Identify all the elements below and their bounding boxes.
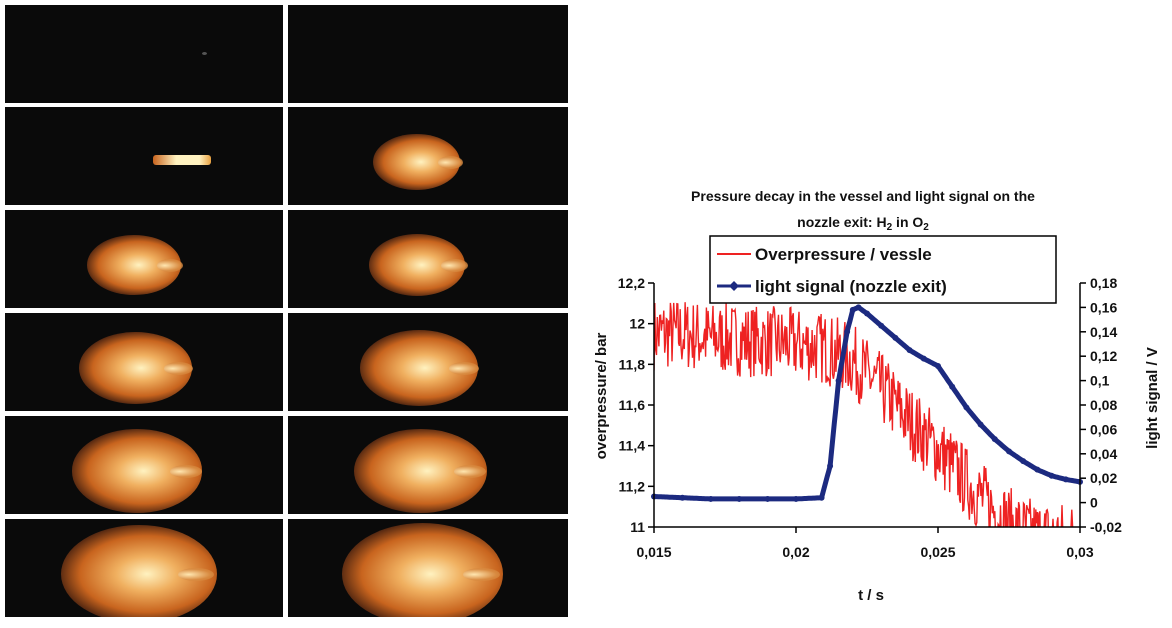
y-right-tick-label: 0 [1090, 495, 1098, 511]
series-light-point [827, 463, 834, 469]
series-light-point [920, 355, 927, 362]
y-right-tick-label: 0,04 [1090, 446, 1117, 462]
series-light-line [652, 304, 1082, 502]
flame-frame [5, 107, 283, 205]
legend-label-overpressure: Overpressure / vessle [755, 245, 932, 264]
series-light-point [818, 494, 825, 501]
x-axis-label: t / s [858, 587, 884, 604]
x-tick-label: 0,03 [1066, 544, 1093, 560]
flame-plume-tail [163, 362, 193, 375]
legend-label-light: light signal (nozzle exit) [755, 277, 947, 296]
chart-title-line1: Pressure decay in the vessel and light s… [691, 188, 1035, 204]
y-right-tick-label: 0,12 [1090, 348, 1117, 364]
y-right-tick-label: 0,16 [1090, 299, 1117, 315]
series-light-point [1048, 472, 1055, 479]
y-left-tick-label: 11,6 [619, 397, 646, 413]
series-light-point [764, 495, 771, 502]
flame-plume-tail [441, 259, 468, 272]
axes: 0,015 0,02 0,025 0,03 11 11,2 11,4 11,6 11,8 12 12… [618, 275, 1122, 560]
series-light-point [935, 362, 941, 369]
series-light-point [1062, 476, 1069, 483]
series-light-point [977, 421, 984, 428]
x-tick-label: 0,02 [782, 544, 809, 560]
chart-title-line2: nozzle exit: H2 in O2 [797, 214, 929, 233]
flame-frame [5, 5, 283, 103]
series-light-point [1020, 458, 1027, 465]
series-overpressure-line [654, 302, 1074, 527]
series-light-point [892, 334, 899, 341]
series-light-point [949, 383, 956, 390]
flame-frame [5, 313, 283, 411]
flame-jet [153, 155, 211, 165]
y-right-tick-label: 0,1 [1090, 373, 1110, 389]
flame-plume-tail [448, 362, 479, 375]
y-left-tick-label: 11,4 [619, 438, 646, 454]
flame-frame [288, 416, 568, 514]
flame-frame [288, 519, 568, 617]
y-left-tick-label: 12,2 [618, 275, 645, 291]
y-left-axis-label: overpressure/ bar [593, 332, 610, 459]
x-tick-label: 0,025 [920, 544, 955, 560]
flame-plume-tail [169, 465, 202, 478]
plot-area [651, 302, 1083, 527]
flame-plume-tail [462, 568, 500, 581]
flame-frame [288, 210, 568, 308]
series-light-point [707, 495, 714, 502]
series-light-point [844, 328, 851, 335]
series-light-point [1034, 466, 1041, 473]
flame-plume-tail [157, 259, 184, 272]
flame-frame [288, 313, 568, 411]
series-light-point [963, 404, 970, 411]
flame-plume-tail [177, 568, 214, 581]
y-right-axis-label: light signal / V [1144, 347, 1161, 449]
y-right-tick-label: 0,06 [1090, 421, 1117, 437]
series-light-point [864, 310, 870, 317]
y-right-tick-label: 0,08 [1090, 397, 1117, 413]
series-light-point [991, 436, 998, 443]
flame-frame [5, 210, 283, 308]
y-right-tick-label: 0,14 [1090, 324, 1117, 340]
flame-spark [202, 52, 207, 55]
x-tick-label: 0,015 [636, 544, 671, 560]
flame-frame [288, 5, 568, 103]
series-light-point [793, 495, 799, 502]
legend-marker-light [729, 281, 739, 291]
flame-plume-tail [438, 156, 464, 169]
series-light-point [849, 306, 856, 313]
pressure-light-chart: Pressure decay in the vessel and light s… [575, 168, 1172, 623]
y-right-tick-label: -0,02 [1090, 519, 1122, 535]
series-light-point [1006, 448, 1012, 455]
series-light-point [855, 304, 862, 311]
flame-frame [288, 107, 568, 205]
series-light-point [878, 322, 885, 329]
flame-frame [5, 416, 283, 514]
y-right-tick-label: 0,18 [1090, 275, 1117, 291]
flame-frame [5, 519, 283, 617]
y-left-tick-label: 12 [629, 316, 645, 332]
legend-box [709, 235, 1057, 304]
chart-svg: Pressure decay in the vessel and light s… [593, 188, 1161, 604]
y-left-tick-label: 11 [630, 519, 645, 535]
y-left-tick-label: 11,8 [619, 356, 646, 372]
series-light-point [679, 494, 686, 501]
legend: Overpressure / vessle light signal (nozz… [709, 235, 1057, 304]
series-light-point [835, 377, 842, 384]
series-light-point [736, 495, 743, 502]
y-left-tick-label: 11,2 [619, 478, 646, 494]
y-right-tick-label: 0,02 [1090, 470, 1117, 486]
series-light-point [906, 347, 913, 354]
flame-plume-tail [453, 465, 486, 478]
flame-photo-sequence [0, 0, 572, 623]
